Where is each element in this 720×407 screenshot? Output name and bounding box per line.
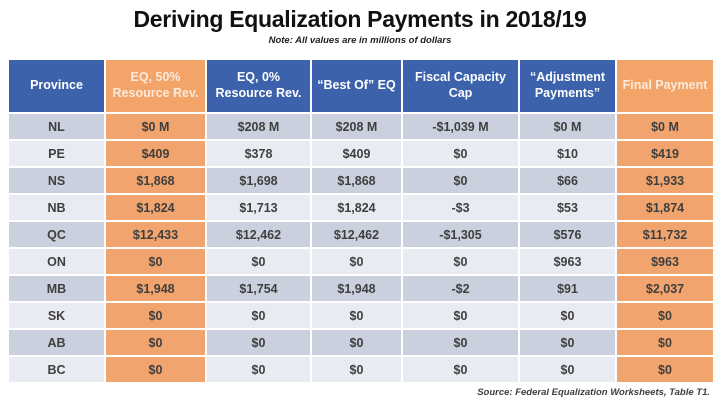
value-cell: $208 M — [207, 114, 310, 139]
province-cell: ON — [9, 249, 104, 274]
value-cell: $0 — [520, 303, 615, 328]
header-cell: EQ, 50% Resource Rev. — [106, 60, 205, 112]
value-cell: -$2 — [403, 276, 518, 301]
value-cell: $0 — [312, 303, 401, 328]
table-row: QC $12,433 $12,462 $12,462 -$1,305 $576 $11,73… — [9, 222, 713, 247]
province-cell: BC — [9, 357, 104, 382]
value-cell: $0 — [403, 249, 518, 274]
province-cell: AB — [9, 330, 104, 355]
table-row: BC $0 $0 $0 $0 $0 $0 — [9, 357, 713, 382]
value-cell: $0 — [207, 330, 310, 355]
value-cell: $0 — [312, 330, 401, 355]
value-cell: $66 — [520, 168, 615, 193]
value-cell: $208 M — [312, 114, 401, 139]
value-cell: $1,824 — [106, 195, 205, 220]
value-cell: $0 M — [617, 114, 713, 139]
table-row: NS $1,868 $1,698 $1,868 $0 $66 $1,933 — [9, 168, 713, 193]
value-cell: $12,433 — [106, 222, 205, 247]
value-cell: $1,874 — [617, 195, 713, 220]
value-cell: $1,713 — [207, 195, 310, 220]
value-cell: $576 — [520, 222, 615, 247]
value-cell: $963 — [520, 249, 615, 274]
province-cell: NL — [9, 114, 104, 139]
page-title: Deriving Equalization Payments in 2018/1… — [133, 6, 587, 32]
value-cell: $0 — [207, 303, 310, 328]
equalization-table: Province EQ, 50% Resource Rev. EQ, 0% Reso… — [7, 58, 715, 384]
value-cell: -$1,305 — [403, 222, 518, 247]
province-cell: SK — [9, 303, 104, 328]
header-cell: Fiscal Capacity Cap — [403, 60, 518, 112]
table-row: ON $0 $0 $0 $0 $963 $963 — [9, 249, 713, 274]
header-cell: EQ, 0% Resource Rev. — [207, 60, 310, 112]
value-cell: -$1,039 M — [403, 114, 518, 139]
value-cell: $1,698 — [207, 168, 310, 193]
value-cell: $0 — [617, 303, 713, 328]
header-row: Province EQ, 50% Resource Rev. EQ, 0% Reso… — [9, 60, 713, 112]
value-cell: $2,037 — [617, 276, 713, 301]
province-cell: PE — [9, 141, 104, 166]
value-cell: $0 — [207, 249, 310, 274]
value-cell: $963 — [617, 249, 713, 274]
table-row: MB $1,948 $1,754 $1,948 -$2 $91 $2,037 — [9, 276, 713, 301]
table-row: PE $409 $378 $409 $0 $10 $419 — [9, 141, 713, 166]
value-cell: $0 — [106, 249, 205, 274]
value-cell: $0 — [403, 357, 518, 382]
province-cell: NS — [9, 168, 104, 193]
value-cell: $0 M — [520, 114, 615, 139]
value-cell: $0 — [312, 357, 401, 382]
value-cell: $12,462 — [207, 222, 310, 247]
table-row: AB $0 $0 $0 $0 $0 $0 — [9, 330, 713, 355]
header-cell: Final Payment — [617, 60, 713, 112]
value-cell: $1,868 — [312, 168, 401, 193]
value-cell: $1,948 — [312, 276, 401, 301]
value-cell: $419 — [617, 141, 713, 166]
value-cell: $53 — [520, 195, 615, 220]
value-cell: $11,732 — [617, 222, 713, 247]
value-cell: $0 — [207, 357, 310, 382]
header-cell: Province — [9, 60, 104, 112]
value-cell: $10 — [520, 141, 615, 166]
value-cell: $0 M — [106, 114, 205, 139]
value-cell: $1,824 — [312, 195, 401, 220]
value-cell: $0 — [403, 168, 518, 193]
value-cell: $0 — [520, 357, 615, 382]
table-row: NB $1,824 $1,713 $1,824 -$3 $53 $1,874 — [9, 195, 713, 220]
header-cell: “Adjustment Payments” — [520, 60, 615, 112]
value-cell: $0 — [403, 141, 518, 166]
source-citation: Source: Federal Equalization Worksheets,… — [477, 387, 710, 398]
province-cell: MB — [9, 276, 104, 301]
value-cell: $0 — [520, 330, 615, 355]
table-row: NL $0 M $208 M $208 M -$1,039 M $0 M $0 M — [9, 114, 713, 139]
value-cell: $0 — [403, 303, 518, 328]
value-cell: $0 — [106, 303, 205, 328]
value-cell: $1,948 — [106, 276, 205, 301]
note-subtitle: Note: All values are in millions of doll… — [268, 35, 452, 46]
province-cell: QC — [9, 222, 104, 247]
value-cell: $1,868 — [106, 168, 205, 193]
table-body: NL $0 M $208 M $208 M -$1,039 M $0 M $0 M PE $40… — [9, 114, 713, 382]
header-cell: “Best Of” EQ — [312, 60, 401, 112]
value-cell: $409 — [312, 141, 401, 166]
value-cell: $0 — [312, 249, 401, 274]
value-cell: $0 — [403, 330, 518, 355]
province-cell: NB — [9, 195, 104, 220]
value-cell: $1,933 — [617, 168, 713, 193]
value-cell: $0 — [106, 330, 205, 355]
value-cell: $12,462 — [312, 222, 401, 247]
value-cell: -$3 — [403, 195, 518, 220]
value-cell: $378 — [207, 141, 310, 166]
value-cell: $0 — [617, 357, 713, 382]
value-cell: $409 — [106, 141, 205, 166]
value-cell: $91 — [520, 276, 615, 301]
value-cell: $1,754 — [207, 276, 310, 301]
table-row: SK $0 $0 $0 $0 $0 $0 — [9, 303, 713, 328]
value-cell: $0 — [106, 357, 205, 382]
value-cell: $0 — [617, 330, 713, 355]
